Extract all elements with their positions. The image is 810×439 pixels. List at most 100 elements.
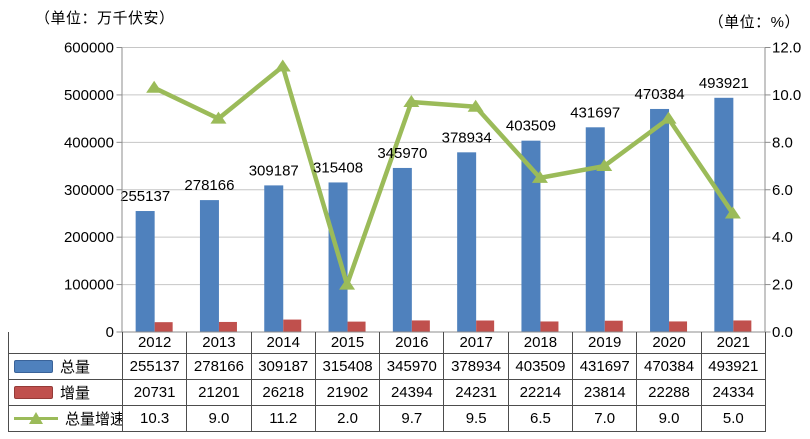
bar-value-label: 255137 <box>120 188 170 205</box>
increment-bar <box>283 319 302 332</box>
growth-marker-triangle <box>146 80 163 93</box>
legend-swatch-total-bar <box>14 360 53 373</box>
bar-value-label: 493921 <box>699 75 749 92</box>
value-cell: 10.3 <box>121 405 188 432</box>
value-cell: 9.5 <box>443 405 509 432</box>
value-cell: 7.0 <box>572 405 638 432</box>
legend-swatch-growth-line <box>14 412 58 425</box>
left-axis-tick-label: 300000 <box>64 182 114 199</box>
right-axis-tick-label: 6.0 <box>772 182 793 199</box>
value-cell: 9.0 <box>186 405 252 432</box>
value-cell: 11.2 <box>250 405 316 432</box>
year-cell: 2020 <box>636 332 702 354</box>
right-axis-unit-label: （单位：%） <box>708 14 800 31</box>
value-cell: 22288 <box>636 379 702 406</box>
right-axis-tick-label: 12.0 <box>772 40 801 57</box>
bar-value-label: 309187 <box>249 162 299 179</box>
right-axis-tick-label: 4.0 <box>772 229 793 246</box>
value-cell: 24231 <box>443 379 509 406</box>
value-cell: 255137 <box>121 353 188 380</box>
growth-marker-triangle <box>210 111 227 124</box>
value-cell: 345970 <box>379 353 445 380</box>
increment-bar <box>540 321 559 332</box>
legend-label: 增量 <box>60 385 91 402</box>
legend-label: 总量 <box>60 359 91 376</box>
year-cell: 2013 <box>186 332 252 354</box>
value-cell: 6.5 <box>507 405 574 432</box>
value-cell: 278166 <box>186 353 252 380</box>
growth-line <box>153 64 735 287</box>
bar-value-label: 403509 <box>506 118 556 135</box>
value-cell: 24334 <box>700 379 766 406</box>
year-cell: 2019 <box>572 332 638 354</box>
increment-bar <box>733 320 752 332</box>
value-cell: 9.0 <box>636 405 702 432</box>
bar-value-label: 315408 <box>313 159 363 176</box>
bar-value-label: 345970 <box>377 145 427 162</box>
increment-bar <box>347 321 366 332</box>
left-axis-tick-label: 500000 <box>64 87 114 104</box>
bar-value-label: 470384 <box>635 86 685 103</box>
value-cell: 23814 <box>572 379 638 406</box>
right-axis-tick-label: 10.0 <box>772 87 801 104</box>
value-cell: 493921 <box>700 353 766 380</box>
value-cell: 24394 <box>379 379 445 406</box>
legend-swatch-increment-bar <box>14 386 53 399</box>
left-axis-tick-label: 400000 <box>64 134 114 151</box>
growth-marker-triangle <box>660 111 677 124</box>
total-bar <box>264 185 284 332</box>
growth-marker-triangle <box>339 277 356 290</box>
table-corner-cell <box>8 332 123 354</box>
left-axis-tick-label: 200000 <box>64 229 114 246</box>
total-bar <box>135 211 155 332</box>
value-cell: 21201 <box>186 379 252 406</box>
total-bar <box>585 127 605 332</box>
right-axis-tick-label: 8.0 <box>772 134 793 151</box>
legend-key: 增量 <box>10 382 122 403</box>
right-axis-tick-label: 2.0 <box>772 277 793 294</box>
left-axis-tick-label: 100000 <box>64 277 114 294</box>
increment-bar <box>218 321 237 332</box>
right-axis-tick-label: 0.0 <box>772 324 793 341</box>
value-cell: 20731 <box>121 379 188 406</box>
value-cell: 5.0 <box>700 405 766 432</box>
legend-cell: 总量 <box>8 353 123 380</box>
growth-marker-triangle <box>274 59 291 72</box>
left-axis-tick-label: 600000 <box>64 40 114 57</box>
growth-marker-triangle <box>724 206 741 219</box>
chart-data-table: 2012 2013 2014 2015 2016 2017 2018 2019 2020 2021… <box>8 332 766 432</box>
legend-cell: 总量增速 <box>8 405 123 432</box>
total-bar <box>521 140 541 332</box>
year-cell: 2018 <box>507 332 574 354</box>
total-bar <box>457 152 477 332</box>
left-axis-unit-label: （单位：万千伏安） <box>35 10 175 27</box>
legend-triangle-marker-icon <box>29 412 43 424</box>
increment-bar <box>154 322 173 332</box>
legend-label: 总量增速 <box>65 411 123 428</box>
total-bar <box>392 167 412 332</box>
value-cell: 2.0 <box>314 405 381 432</box>
bar-value-label: 431697 <box>570 104 620 121</box>
bar-value-label: 278166 <box>184 177 234 194</box>
value-cell: 21902 <box>314 379 381 406</box>
increment-bar <box>604 320 623 332</box>
growth-marker-triangle <box>596 159 613 172</box>
total-bar <box>650 108 670 332</box>
year-cell: 2015 <box>314 332 381 354</box>
legend-key: 总量增速 <box>10 408 123 429</box>
value-cell: 26218 <box>250 379 316 406</box>
value-cell: 9.7 <box>379 405 445 432</box>
total-bar <box>714 97 734 332</box>
year-cell: 2017 <box>443 332 509 354</box>
increment-bar <box>411 320 430 332</box>
legend-key: 总量 <box>10 356 122 377</box>
growth-marker-triangle <box>531 170 548 183</box>
total-bar <box>199 200 219 332</box>
year-cell: 2014 <box>250 332 316 354</box>
year-cell: 2021 <box>700 332 766 354</box>
value-cell: 403509 <box>507 353 574 380</box>
year-cell: 2016 <box>379 332 445 354</box>
growth-marker-triangle <box>467 99 484 112</box>
value-cell: 22214 <box>507 379 574 406</box>
